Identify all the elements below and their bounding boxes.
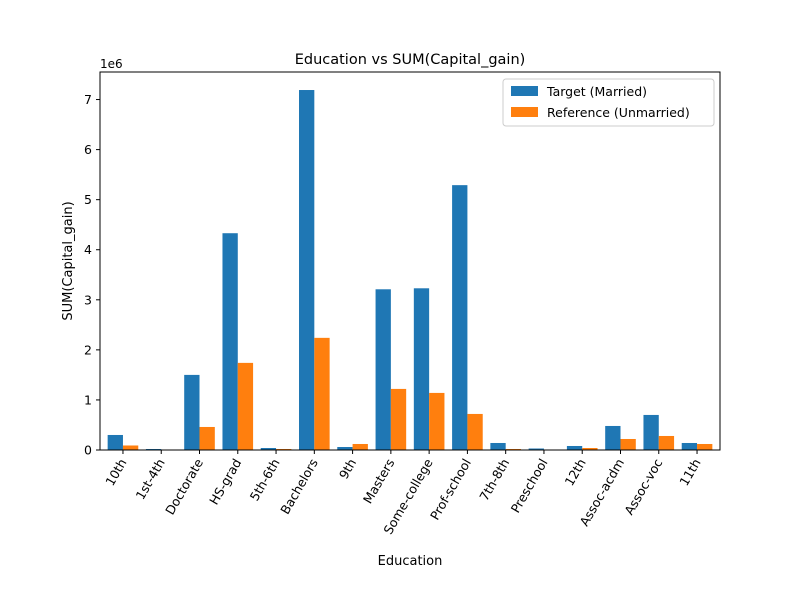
y-tick-label: 0 bbox=[84, 443, 92, 458]
legend-swatch bbox=[511, 107, 538, 117]
y-tick-label: 2 bbox=[84, 342, 92, 357]
x-tick-label: Preschool bbox=[508, 456, 551, 515]
y-tick-label: 5 bbox=[84, 192, 92, 207]
bar-reference-doctorate bbox=[200, 427, 215, 450]
x-tick-label: 11th bbox=[676, 456, 703, 488]
legend-label: Reference (Unmarried) bbox=[547, 105, 690, 120]
x-axis-label: Education bbox=[378, 554, 443, 569]
bar-target-bachelors bbox=[299, 90, 314, 450]
bar-reference-masters bbox=[391, 389, 406, 450]
x-tick-label: 10th bbox=[102, 456, 129, 488]
bars-layer bbox=[108, 90, 713, 450]
x-tick-label: Assoc-voc bbox=[621, 456, 665, 517]
y-tick-label: 7 bbox=[84, 92, 92, 107]
x-tick-label: HS-grad bbox=[206, 456, 244, 507]
y-tick-label: 6 bbox=[84, 142, 92, 157]
y-tick-label: 1 bbox=[84, 392, 92, 407]
y-axis-label: SUM(Capital_gain) bbox=[61, 201, 76, 320]
x-tick-label: 7th-8th bbox=[476, 456, 512, 503]
x-tick-label: Bachelors bbox=[277, 456, 321, 517]
legend: Target (Married) Reference (Unmarried) bbox=[503, 79, 714, 126]
bar-reference-some-college bbox=[429, 393, 444, 450]
x-tick-label: Doctorate bbox=[162, 456, 206, 518]
legend-swatch bbox=[511, 86, 538, 96]
bar-reference-prof-school bbox=[467, 414, 482, 450]
y-offset-label: 1e6 bbox=[100, 57, 123, 71]
bar-target-12th bbox=[567, 446, 582, 450]
bar-target-some-college bbox=[414, 288, 429, 450]
bar-target-masters bbox=[376, 289, 391, 450]
x-tick-label: 1st-4th bbox=[133, 456, 168, 502]
bar-target-10th bbox=[108, 435, 123, 450]
bar-target-prof-school bbox=[452, 185, 467, 450]
bar-reference-assoc-voc bbox=[659, 436, 674, 450]
bar-target-hs-grad bbox=[222, 233, 237, 450]
y-tick-label: 4 bbox=[84, 242, 92, 257]
bar-reference-hs-grad bbox=[238, 363, 253, 450]
bar-reference-bachelors bbox=[314, 338, 329, 450]
bar-reference-9th bbox=[353, 444, 368, 450]
bar-target-assoc-voc bbox=[643, 415, 658, 450]
bar-target-doctorate bbox=[184, 375, 199, 450]
bar-target-7th-8th bbox=[490, 443, 505, 450]
x-tick-label: Masters bbox=[360, 456, 398, 506]
bar-target-11th bbox=[682, 443, 697, 450]
bar-reference-11th bbox=[697, 444, 712, 450]
y-tick-label: 3 bbox=[84, 292, 92, 307]
bar-reference-10th bbox=[123, 445, 138, 450]
x-tick-label: 9th bbox=[336, 456, 359, 481]
x-tick-label: 5th-6th bbox=[247, 456, 283, 503]
bar-reference-assoc-acdm bbox=[620, 439, 635, 450]
legend-label: Target (Married) bbox=[546, 84, 647, 99]
chart-title: Education vs SUM(Capital_gain) bbox=[295, 52, 526, 68]
x-tick-label: 12th bbox=[561, 456, 588, 488]
bar-target-assoc-acdm bbox=[605, 426, 620, 450]
